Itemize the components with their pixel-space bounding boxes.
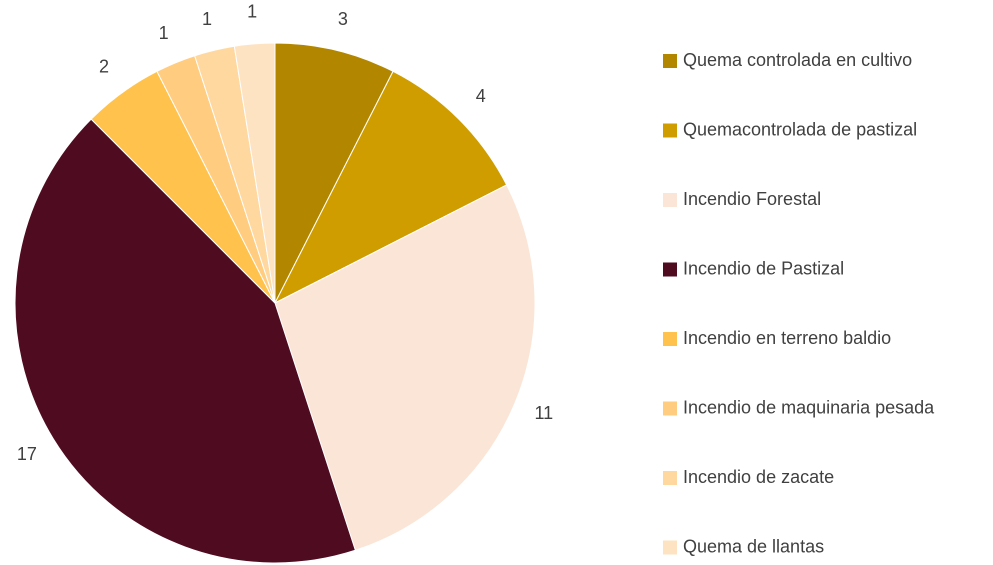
legend-swatch <box>663 193 677 207</box>
data-label: 1 <box>247 2 257 22</box>
legend-label: Incendio en terreno baldio <box>683 328 891 348</box>
chart: 3411172111Quema controlada en cultivoQue… <box>0 0 993 565</box>
legend-swatch <box>663 54 677 68</box>
data-label: 4 <box>476 86 486 106</box>
legend-label: Incendio de zacate <box>683 467 834 487</box>
data-label: 11 <box>535 403 554 423</box>
legend-label: Incendio de Pastizal <box>683 258 844 278</box>
legend-swatch <box>663 263 677 277</box>
legend-label: Quemacontrolada de pastizal <box>683 119 917 139</box>
legend-label: Quema controlada en cultivo <box>683 50 912 70</box>
legend-swatch <box>663 402 677 416</box>
legend-swatch <box>663 332 677 346</box>
data-label: 3 <box>338 9 348 29</box>
legend-label: Incendio Forestal <box>683 189 821 209</box>
legend-label: Incendio de maquinaria pesada <box>683 397 935 417</box>
data-label: 17 <box>17 444 37 464</box>
legend-swatch <box>663 124 677 138</box>
data-label: 1 <box>159 23 169 43</box>
legend-label: Quema de llantas <box>683 536 824 556</box>
legend-swatch <box>663 471 677 485</box>
data-label: 1 <box>202 9 212 29</box>
data-label: 2 <box>99 56 109 76</box>
legend-swatch <box>663 541 677 555</box>
